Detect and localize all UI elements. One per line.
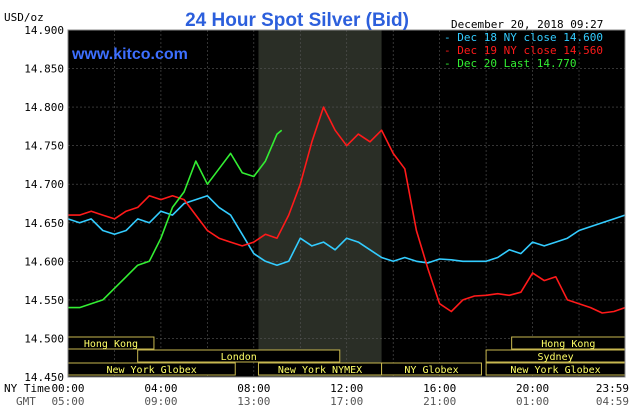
x-tick-label-gmt: 04:59 [596, 395, 629, 408]
y-tick-label: 14.700 [24, 178, 64, 191]
x-tick-label-gmt: 13:00 [237, 395, 270, 408]
y-tick-label: 14.500 [24, 332, 64, 345]
series-line [68, 129, 283, 309]
y-axis: 14.900 14.850 14.800 14.750 14.700 14.650 14.6… [24, 24, 64, 384]
y-tick-label: 14.650 [24, 217, 64, 230]
timestamp: December 20, 2018 09:27 [451, 18, 603, 31]
session-label: Sydney [537, 352, 573, 363]
series-line [68, 106, 626, 314]
nymex-session-shade [258, 30, 382, 377]
x-tick-label-gmt: 05:00 [51, 395, 84, 408]
x-tick-label-ny: 20:00 [516, 382, 549, 395]
session-label: Hong Kong [84, 339, 138, 350]
legend-entry: - Dec 18 NY close 14.600 [444, 31, 603, 44]
y-tick-label: 14.550 [24, 294, 64, 307]
y-tick-label: 14.900 [24, 24, 64, 37]
session-label: NY Globex [404, 365, 458, 376]
y-tick-label: 14.450 [24, 371, 64, 384]
series-line [67, 195, 626, 267]
session-label: New York Globex [510, 365, 600, 376]
ny-time-label: NY Time [4, 382, 50, 395]
unit-label: USD/oz [4, 11, 44, 24]
legend: - Dec 18 NY close 14.600- Dec 19 NY clos… [444, 31, 603, 70]
session-label: London [221, 352, 257, 363]
gmt-label: GMT [16, 395, 36, 408]
watermark: www.kitco.com [71, 46, 188, 63]
x-tick-label-ny: 04:00 [144, 382, 177, 395]
x-tick-label-ny: 16:00 [423, 382, 456, 395]
y-tick-label: 14.750 [24, 140, 64, 153]
series-lines [67, 106, 626, 314]
x-tick-label-ny: 00:00 [51, 382, 84, 395]
session-label: Hong Kong [541, 339, 595, 350]
x-tick-label-gmt: 01:00 [516, 395, 549, 408]
y-tick-label: 14.600 [24, 255, 64, 268]
x-tick-label-gmt: 21:00 [423, 395, 456, 408]
session-label: New York Globex [106, 365, 196, 376]
legend-entry: - Dec 19 NY close 14.560 [444, 44, 603, 57]
x-tick-label-gmt: 09:00 [144, 395, 177, 408]
x-tick-label-ny: 12:00 [330, 382, 363, 395]
legend-entry: - Dec 20 Last 14.770 [444, 57, 576, 70]
x-tick-label-gmt: 17:00 [330, 395, 363, 408]
session-label: New York NYMEX [278, 365, 362, 376]
x-tick-label-ny: 08:00 [237, 382, 270, 395]
plot-border [67, 29, 626, 378]
y-tick-label: 14.800 [24, 101, 64, 114]
session-bar [137, 349, 341, 363]
market-sessions: Hong Kong London New York Globex New York N… [67, 336, 626, 376]
x-tick-label-ny: 23:59 [596, 382, 629, 395]
y-tick-label: 14.850 [24, 63, 64, 76]
chart-title: 24 Hour Spot Silver (Bid) [185, 10, 409, 31]
session-bar [381, 362, 482, 376]
